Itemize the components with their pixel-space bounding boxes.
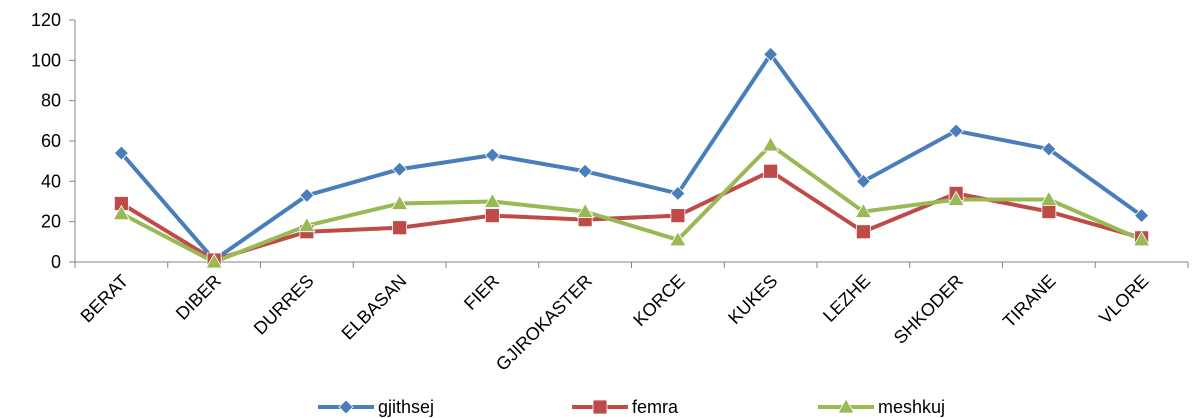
x-category-label: DIBER xyxy=(172,271,225,324)
data-point-femra xyxy=(855,224,871,240)
data-point-meshkuj xyxy=(854,202,873,218)
data-point-femra xyxy=(392,220,408,236)
series-lines xyxy=(119,52,1143,264)
data-point-meshkuj xyxy=(112,204,131,221)
x-category-label: FIER xyxy=(460,271,503,314)
data-point-meshkuj xyxy=(761,136,780,152)
data-point-gjithsej xyxy=(855,173,871,189)
data-point-femra xyxy=(763,163,779,179)
series-markers xyxy=(112,46,1151,269)
axes xyxy=(69,19,1189,268)
series-line-meshkuj xyxy=(120,143,1143,264)
data-point-femra xyxy=(670,208,686,224)
legend-label: femra xyxy=(632,397,679,417)
legend-label: gjithsej xyxy=(378,397,434,417)
data-point-meshkuj xyxy=(1132,231,1151,247)
y-tick-label: 40 xyxy=(41,171,61,191)
series-line-femra xyxy=(120,169,1143,262)
legend-marker-meshkuj xyxy=(837,398,855,414)
data-point-gjithsej xyxy=(113,145,129,161)
legend-marker-gjithsej xyxy=(338,399,354,415)
data-point-meshkuj xyxy=(205,253,223,269)
y-tick-label: 100 xyxy=(31,50,61,70)
x-category-label: KORCE xyxy=(629,271,688,330)
data-point-meshkuj xyxy=(576,202,594,218)
x-category-label: DURRES xyxy=(250,271,318,339)
y-tick-label: 0 xyxy=(51,252,61,272)
y-tick-label: 60 xyxy=(41,131,61,151)
data-point-meshkuj xyxy=(1040,190,1058,206)
x-category-label: LEZHE xyxy=(819,271,874,326)
data-point-meshkuj xyxy=(390,194,409,210)
data-point-gjithsej xyxy=(763,46,779,62)
series-line-gjithsej xyxy=(119,52,1143,262)
y-tick-label: 120 xyxy=(31,10,61,30)
data-point-gjithsej xyxy=(299,187,315,204)
legend: gjithsej femra meshkuj xyxy=(318,397,945,417)
data-point-meshkuj xyxy=(947,190,965,206)
data-point-meshkuj xyxy=(669,231,687,247)
y-axis-tick-labels: 0 20 40 60 80 100 120 xyxy=(31,10,61,272)
legend-marker-femra xyxy=(592,399,608,415)
data-point-gjithsej xyxy=(948,123,964,139)
data-point-gjithsej xyxy=(484,147,500,163)
y-tick-label: 80 xyxy=(41,91,61,111)
x-category-label: SHKODER xyxy=(890,271,967,348)
data-point-femra xyxy=(484,208,500,224)
x-category-label: KUKES xyxy=(724,271,781,328)
x-category-label: GJIROKASTER xyxy=(492,271,596,375)
data-point-gjithsej xyxy=(1134,208,1150,224)
legend-label: meshkuj xyxy=(878,397,945,417)
x-category-label: TIRANE xyxy=(999,271,1060,332)
data-point-meshkuj xyxy=(298,216,316,233)
data-point-gjithsej xyxy=(1041,141,1057,157)
data-point-gjithsej xyxy=(670,185,686,201)
data-point-femra xyxy=(1041,204,1057,219)
x-category-label: BERAT xyxy=(77,271,133,327)
y-tick-label: 20 xyxy=(41,212,61,232)
x-category-label: ELBASAN xyxy=(338,271,411,344)
data-point-gjithsej xyxy=(577,163,593,179)
data-point-meshkuj xyxy=(483,192,502,208)
data-point-gjithsej xyxy=(392,161,408,177)
x-category-label: VLORE xyxy=(1095,271,1152,328)
